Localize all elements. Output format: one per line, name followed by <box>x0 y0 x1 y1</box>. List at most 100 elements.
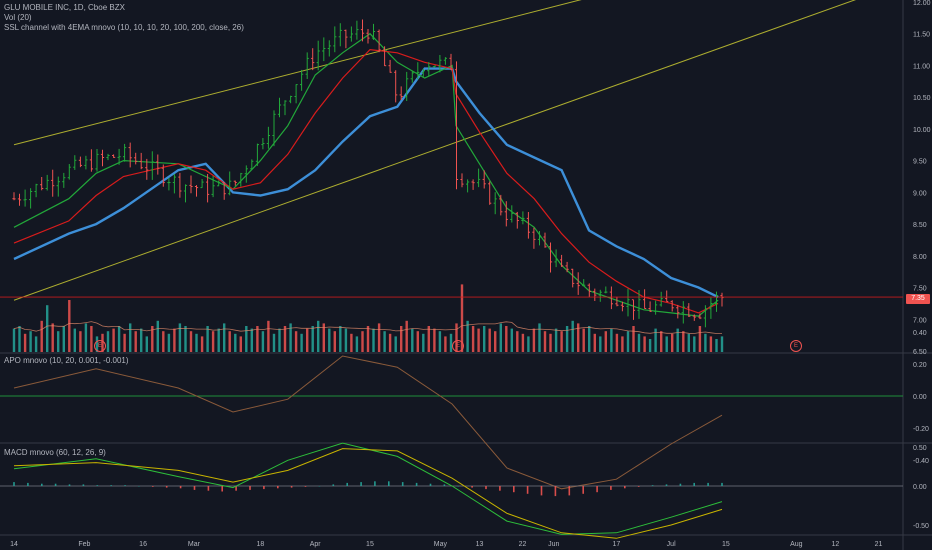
macd-histogram-bar <box>346 482 348 486</box>
macd-macd-line <box>13 442 723 535</box>
macd-histogram-bar <box>485 486 487 490</box>
volume-bar <box>289 323 292 352</box>
price-tick-label: 11.50 <box>913 32 930 39</box>
volume-bar <box>388 333 392 352</box>
volume-bar <box>527 336 530 352</box>
time-tick-label: 21 <box>875 541 883 548</box>
time-tick-label: 15 <box>366 541 374 548</box>
macd-histogram-bar <box>290 486 293 488</box>
volume-bar <box>344 328 348 352</box>
volume-bar <box>34 336 38 352</box>
volume-bar <box>676 328 679 352</box>
time-tick-label: 15 <box>722 541 730 548</box>
macd-histogram-bar <box>221 486 223 492</box>
volume-bar <box>151 326 154 352</box>
apo-tick-label: 0.00 <box>913 394 927 401</box>
volume-bar <box>228 331 231 352</box>
symbol-title: GLU MOBILE INC, 1D, Cboe BZX <box>4 3 125 12</box>
macd-tick-label: 0.50 <box>913 445 927 452</box>
earnings-marker-icon[interactable]: E <box>790 340 802 352</box>
time-tick-label: Jul <box>667 541 676 548</box>
volume-bar <box>543 331 547 352</box>
earnings-marker-icon[interactable]: E <box>94 340 106 352</box>
volume-bar <box>18 326 21 352</box>
macd-histogram-bar <box>124 485 126 486</box>
channel-line <box>13 0 857 301</box>
price-tick-label: 6.50 <box>913 349 927 356</box>
macd-histogram-bar <box>13 482 15 486</box>
earnings-marker-icon[interactable]: E <box>452 340 464 352</box>
macd-histogram-bar <box>637 486 640 487</box>
volume-bar <box>577 323 580 352</box>
macd-histogram-bar <box>707 482 709 486</box>
volume-bar <box>211 331 215 352</box>
time-tick-label: Aug <box>790 541 803 548</box>
volume-bar <box>223 323 226 352</box>
volume-bar <box>715 339 718 352</box>
volume-bar <box>693 336 696 352</box>
time-tick-label: Mar <box>188 541 201 548</box>
macd-tick-label: -0.50 <box>913 523 929 530</box>
volume-bar <box>565 326 569 352</box>
macd-histogram-bar <box>54 483 57 486</box>
macd-histogram-bar <box>554 486 557 497</box>
macd-histogram-bar <box>165 486 168 488</box>
volume-bar <box>333 331 336 352</box>
time-tick-label: 18 <box>257 541 265 548</box>
macd-histogram-bar <box>207 486 210 491</box>
volume-bar <box>604 331 607 352</box>
volume-bar <box>355 336 359 352</box>
macd-histogram-bar <box>138 486 140 487</box>
volume-bar <box>582 328 585 352</box>
volume-bar <box>317 320 320 352</box>
apo-tick-label: 0.20 <box>913 362 927 369</box>
macd-histogram-bar <box>96 485 99 486</box>
macd-histogram-bar <box>82 484 85 486</box>
price-tick-label: 12.00 <box>913 0 931 7</box>
volume-bar <box>654 328 657 352</box>
volume-bar <box>23 333 27 352</box>
volume-bar <box>593 333 596 352</box>
volume-bar <box>46 305 49 352</box>
macd-histogram-bar <box>332 484 335 486</box>
macd-histogram-bar <box>249 486 251 490</box>
macd-histogram-bar <box>471 486 473 488</box>
volume-bar <box>339 326 342 352</box>
macd-histogram-bar <box>568 486 571 496</box>
macd-histogram-bar <box>429 483 432 486</box>
volume-bar <box>427 326 430 352</box>
volume-bar <box>610 328 613 352</box>
volume-bar <box>698 326 702 352</box>
volume-bar <box>84 323 88 352</box>
volume-bar <box>571 320 574 352</box>
volume-bar <box>709 336 713 352</box>
price-tick-label: 9.00 <box>913 190 927 197</box>
macd-histogram-bar <box>443 484 446 486</box>
macd-histogram-bar <box>68 484 71 486</box>
volume-bar <box>632 326 635 352</box>
volume-bar <box>112 328 115 352</box>
volume-bar <box>62 326 65 352</box>
time-tick-label: May <box>434 541 448 548</box>
volume-bar <box>294 331 298 352</box>
volume-bar <box>494 331 497 352</box>
macd-histogram-bar <box>415 482 418 486</box>
volume-bar <box>73 328 76 352</box>
volume-bar <box>167 333 171 352</box>
volume-bar <box>549 333 552 352</box>
volume-bar <box>422 333 425 352</box>
price-tick-label: 8.00 <box>913 254 927 261</box>
volume-bar <box>145 336 148 352</box>
volume-bar <box>444 336 447 352</box>
volume-bar <box>383 331 386 352</box>
macd-histogram-bar <box>610 486 612 490</box>
volume-bar <box>140 328 143 352</box>
volume-bar <box>366 326 370 352</box>
volume-bar <box>79 331 82 352</box>
volume-bar <box>588 326 591 352</box>
volume-bar <box>311 326 314 352</box>
series-line-ema_slow <box>13 48 719 314</box>
volume-bar <box>660 331 663 352</box>
volume-bar <box>599 336 602 352</box>
